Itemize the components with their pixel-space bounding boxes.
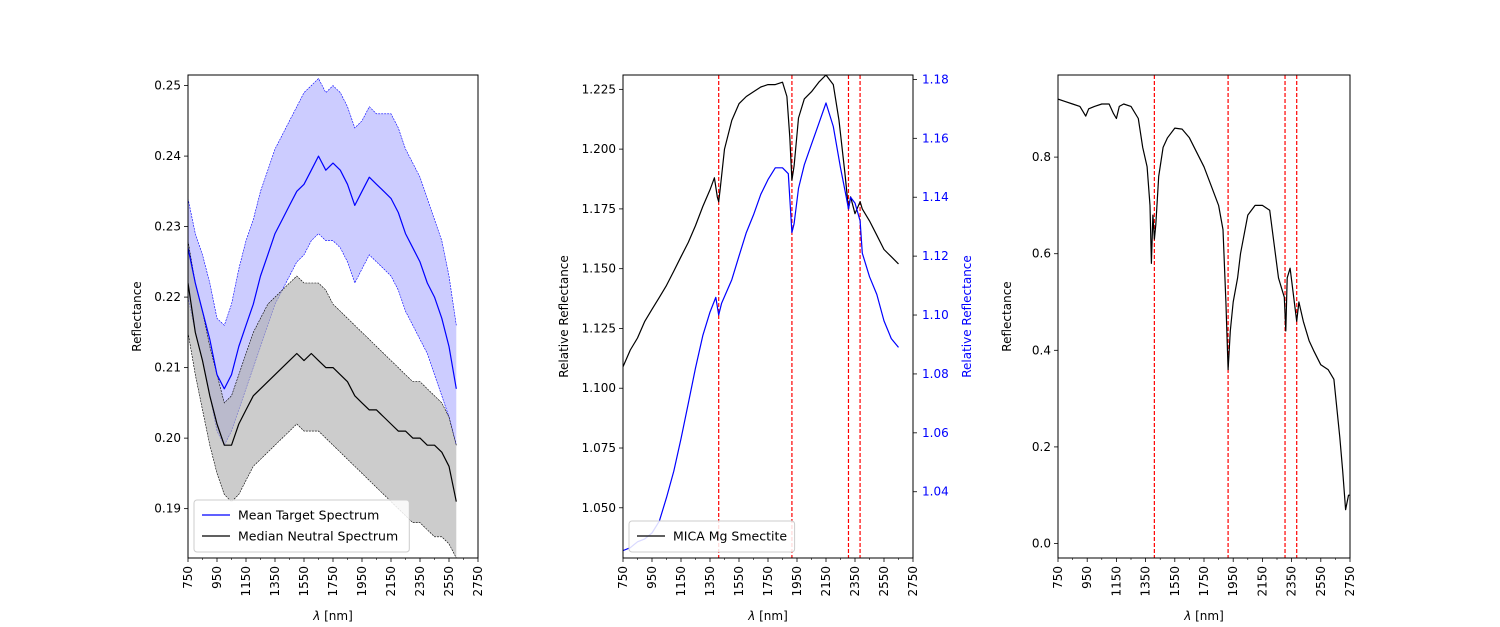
- y-axis-label: Reflectance: [1000, 281, 1014, 351]
- legend-frame: [628, 520, 796, 553]
- y-right-tick-label: 1.16: [922, 131, 949, 145]
- y-axis-label: Relative Reflectance: [557, 255, 571, 378]
- band-upper-2: [188, 240, 457, 446]
- x-tick-label: 1550: [297, 566, 311, 597]
- x-tick-label: 1750: [761, 566, 775, 597]
- x-tick-label: 1150: [1109, 566, 1123, 597]
- x-axis-label-unit: [nm]: [1191, 609, 1223, 623]
- legend-label: Mean Target Spectrum: [238, 508, 379, 523]
- x-tick-label: 2350: [1285, 566, 1299, 597]
- x-tick-label: 1750: [326, 566, 340, 597]
- y-tick-label: 1.050: [582, 501, 616, 515]
- y-right-tick-label: 1.06: [922, 426, 949, 440]
- legend-label: Median Neutral Spectrum: [238, 529, 398, 544]
- x-tick-label: 750: [181, 566, 195, 589]
- plot-area: [623, 75, 899, 558]
- y-tick-label: 1.175: [582, 202, 616, 216]
- x-tick-label: 1350: [268, 566, 282, 597]
- y-tick-label: 0.20: [154, 431, 181, 445]
- band-2: [188, 240, 457, 558]
- x-axis-label-symbol: λ: [312, 609, 320, 623]
- x-tick-label: 1950: [355, 566, 369, 597]
- series-line-1: [188, 155, 457, 390]
- x-axis-label-symbol: λ: [1183, 609, 1191, 623]
- y-tick-label: 1.075: [582, 441, 616, 455]
- y-tick-label: 1.225: [582, 82, 616, 96]
- y-tick-label: 0.0: [1032, 537, 1051, 551]
- x-tick-label: 1150: [674, 566, 688, 597]
- x-tick-label: 1550: [732, 566, 746, 597]
- y-tick-label: 0.22: [154, 290, 181, 304]
- x-tick-label: 1350: [703, 566, 717, 597]
- y-tick-label: 0.25: [154, 79, 181, 93]
- y-tick-label: 0.21: [154, 361, 181, 375]
- x-axis-label-symbol: λ: [747, 609, 755, 623]
- x-tick-label: 750: [1051, 566, 1065, 589]
- chart-2: 750 950 1150 1350 1550 1750 1950 2150 2350 2550 27…: [557, 72, 974, 623]
- legend-label: MICA Mg Smectite: [673, 529, 787, 544]
- y-tick-label: 0.8: [1032, 150, 1051, 164]
- y-right-tick-label: 1.12: [922, 249, 949, 263]
- y-right-axis-label: Relative Reflectance: [960, 255, 974, 378]
- y-tick-label: 1.125: [582, 321, 616, 335]
- y-axis-label: Reflectance: [130, 281, 144, 351]
- legend: MICA Mg Smectite: [628, 520, 796, 553]
- y-tick-label: 0.2: [1032, 440, 1051, 454]
- x-axis-label: λ [nm]: [1183, 609, 1224, 623]
- x-tick-label: 2350: [848, 566, 862, 597]
- x-tick-label: 2150: [819, 566, 833, 597]
- y-right-tick-label: 1.08: [922, 367, 949, 381]
- x-tick-label: 2150: [1255, 566, 1269, 597]
- x-axis-label-unit: [nm]: [320, 609, 352, 623]
- x-tick-label: 2750: [906, 566, 920, 597]
- chart-3: 750 950 1150 1350 1550 1750 1950 2150 2350 2550 27…: [1000, 74, 1357, 623]
- y-right-tick-label: 1.14: [922, 190, 949, 204]
- x-axis-label: λ [nm]: [747, 609, 788, 623]
- x-tick-label: 750: [616, 566, 630, 589]
- legend: Mean Target Spectrum Median Neutral Spect…: [193, 499, 410, 553]
- x-tick-label: 2750: [1343, 566, 1357, 597]
- y-right-tick-label: 1.04: [922, 485, 949, 499]
- series-line-2: [623, 102, 899, 552]
- plot-area: [188, 78, 457, 558]
- y-right-tick-label: 1.18: [922, 72, 949, 86]
- x-tick-label: 2750: [471, 566, 485, 597]
- axes-frame: [622, 74, 914, 559]
- series-line-2: [188, 282, 457, 502]
- x-axis-label-unit: [nm]: [755, 609, 787, 623]
- y-right-tick-label: 1.10: [922, 308, 949, 322]
- x-tick-label: 1950: [1226, 566, 1240, 597]
- y-tick-label: 1.200: [582, 142, 616, 156]
- x-tick-label: 2550: [442, 566, 456, 597]
- x-tick-label: 2550: [877, 566, 891, 597]
- x-tick-label: 1750: [1197, 566, 1211, 597]
- x-tick-label: 950: [210, 566, 224, 589]
- x-tick-label: 1950: [790, 566, 804, 597]
- y-tick-label: 0.4: [1032, 343, 1051, 357]
- axes-frame: [1057, 74, 1351, 559]
- x-axis-label: λ [nm]: [312, 609, 353, 623]
- plot-area: [1058, 75, 1350, 558]
- x-tick-label: 2150: [384, 566, 398, 597]
- y-tick-label: 1.150: [582, 262, 616, 276]
- x-tick-label: 2550: [1314, 566, 1328, 597]
- x-tick-label: 2350: [413, 566, 427, 597]
- series-line-1: [1058, 98, 1350, 511]
- band-upper-1: [188, 78, 457, 326]
- x-tick-label: 1550: [1168, 566, 1182, 597]
- x-tick-label: 950: [645, 566, 659, 589]
- series-line-1: [623, 75, 899, 367]
- y-tick-label: 0.6: [1032, 247, 1051, 261]
- x-tick-label: 1350: [1139, 566, 1153, 597]
- y-tick-label: 0.24: [154, 149, 181, 163]
- chart-1: 750 950 1150 1350 1550 1750 1950 2150 2350 2550 27…: [130, 74, 485, 623]
- y-tick-label: 0.23: [154, 220, 181, 234]
- y-tick-label: 0.19: [154, 502, 181, 516]
- legend-frame: [193, 499, 410, 553]
- x-tick-label: 950: [1080, 566, 1094, 589]
- x-tick-label: 1150: [239, 566, 253, 597]
- y-tick-label: 1.100: [582, 381, 616, 395]
